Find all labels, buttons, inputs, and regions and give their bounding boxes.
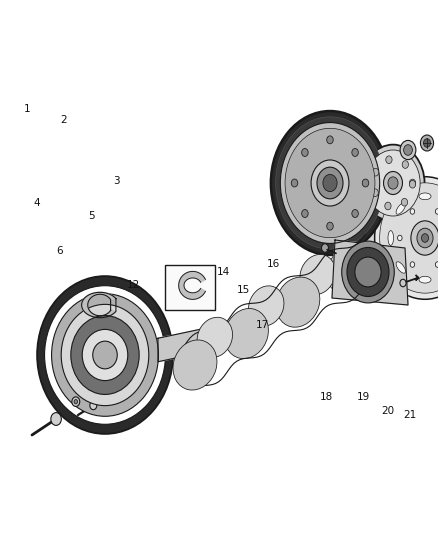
- Circle shape: [400, 279, 406, 287]
- Ellipse shape: [388, 177, 398, 189]
- Ellipse shape: [82, 329, 128, 381]
- Ellipse shape: [411, 221, 438, 255]
- Circle shape: [372, 168, 379, 176]
- Circle shape: [404, 144, 413, 155]
- Ellipse shape: [197, 317, 233, 358]
- Polygon shape: [81, 292, 116, 318]
- Circle shape: [402, 160, 409, 168]
- Text: 12: 12: [127, 280, 140, 290]
- Bar: [165, 265, 215, 310]
- Text: 2: 2: [60, 115, 67, 125]
- Ellipse shape: [276, 117, 385, 249]
- Ellipse shape: [271, 111, 389, 255]
- Ellipse shape: [173, 340, 217, 390]
- Polygon shape: [332, 240, 408, 305]
- Circle shape: [372, 189, 378, 197]
- Ellipse shape: [419, 276, 431, 283]
- Circle shape: [72, 397, 80, 407]
- Text: 1: 1: [24, 104, 31, 114]
- Ellipse shape: [93, 341, 117, 369]
- Text: 15: 15: [237, 286, 250, 295]
- Circle shape: [302, 149, 308, 156]
- Circle shape: [386, 156, 392, 164]
- Ellipse shape: [374, 177, 438, 300]
- Ellipse shape: [355, 257, 381, 287]
- Ellipse shape: [419, 193, 431, 200]
- Ellipse shape: [224, 309, 268, 359]
- Circle shape: [410, 262, 415, 268]
- Circle shape: [90, 401, 97, 410]
- Ellipse shape: [311, 160, 349, 206]
- Text: 21: 21: [403, 410, 416, 419]
- Text: 3: 3: [113, 176, 120, 186]
- Ellipse shape: [396, 262, 406, 273]
- Ellipse shape: [317, 167, 343, 199]
- Ellipse shape: [52, 294, 159, 416]
- Circle shape: [327, 136, 333, 144]
- Circle shape: [291, 179, 298, 187]
- Ellipse shape: [351, 223, 387, 263]
- Circle shape: [400, 140, 416, 159]
- Text: 20: 20: [381, 407, 394, 416]
- Ellipse shape: [45, 286, 166, 424]
- Circle shape: [51, 413, 61, 425]
- Circle shape: [410, 180, 416, 188]
- Ellipse shape: [285, 128, 375, 238]
- Polygon shape: [179, 271, 205, 300]
- Ellipse shape: [323, 174, 337, 192]
- Ellipse shape: [276, 277, 320, 327]
- Ellipse shape: [366, 150, 420, 216]
- Circle shape: [410, 179, 416, 187]
- Text: 5: 5: [88, 211, 95, 221]
- Circle shape: [424, 139, 431, 147]
- Circle shape: [398, 235, 402, 241]
- Ellipse shape: [37, 276, 173, 434]
- Ellipse shape: [347, 247, 389, 296]
- Text: 19: 19: [357, 392, 370, 402]
- Circle shape: [385, 202, 391, 210]
- Circle shape: [401, 198, 408, 206]
- Polygon shape: [158, 328, 205, 362]
- Circle shape: [435, 209, 438, 214]
- Text: 4: 4: [34, 198, 41, 207]
- Ellipse shape: [327, 246, 371, 296]
- Circle shape: [420, 135, 434, 151]
- Circle shape: [362, 179, 369, 187]
- Ellipse shape: [421, 233, 428, 243]
- Circle shape: [327, 222, 333, 230]
- Ellipse shape: [342, 241, 394, 303]
- Circle shape: [321, 244, 328, 252]
- Circle shape: [352, 149, 358, 156]
- Text: 18: 18: [320, 392, 333, 402]
- Ellipse shape: [61, 304, 149, 406]
- Ellipse shape: [71, 316, 139, 394]
- Text: 14: 14: [217, 267, 230, 277]
- Ellipse shape: [300, 254, 336, 295]
- Text: 16: 16: [267, 259, 280, 269]
- Ellipse shape: [384, 172, 403, 195]
- Circle shape: [352, 209, 358, 217]
- Ellipse shape: [248, 286, 284, 326]
- Text: 6: 6: [56, 246, 63, 255]
- Ellipse shape: [396, 203, 406, 214]
- Circle shape: [435, 262, 438, 268]
- Ellipse shape: [388, 231, 393, 245]
- Ellipse shape: [417, 228, 433, 248]
- Ellipse shape: [361, 144, 424, 221]
- Circle shape: [410, 209, 415, 214]
- Circle shape: [302, 209, 308, 217]
- Ellipse shape: [380, 183, 438, 293]
- Text: 17: 17: [256, 320, 269, 330]
- Ellipse shape: [280, 123, 380, 244]
- Circle shape: [74, 400, 78, 404]
